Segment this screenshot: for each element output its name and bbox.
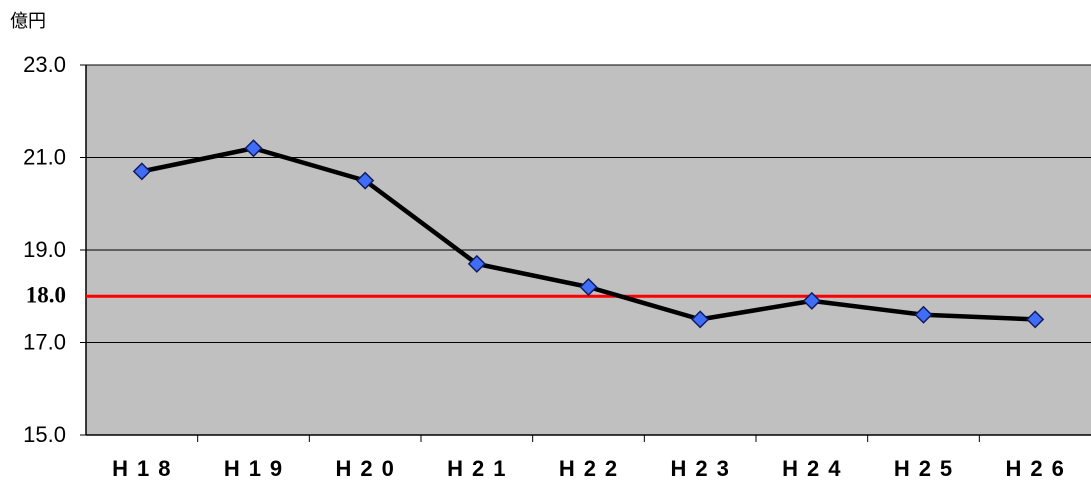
x-tick-label: H24 (782, 456, 849, 481)
reference-label: 18.0 (26, 283, 66, 308)
marker (691, 310, 710, 329)
x-tick-label: H19 (224, 456, 291, 481)
marker (802, 291, 821, 310)
y-tick-label: 17.0 (23, 329, 66, 354)
marker (914, 305, 933, 324)
x-tick-label: H18 (112, 456, 179, 481)
x-tick-label: H25 (894, 456, 961, 481)
marker (244, 139, 263, 158)
x-tick-label: H21 (447, 456, 514, 481)
x-tick-label: H23 (670, 456, 737, 481)
marker (467, 254, 486, 273)
y-tick-label: 23.0 (23, 52, 66, 77)
marker (356, 171, 375, 190)
marker (579, 277, 598, 297)
marker (1026, 310, 1045, 329)
y-tick-label: 21.0 (23, 144, 66, 169)
y-tick-label: 19.0 (23, 237, 66, 262)
x-tick-label: H26 (1005, 456, 1072, 481)
y-tick-label: 15.0 (23, 422, 66, 447)
marker (132, 162, 151, 181)
y-unit-label: 億円 (10, 11, 46, 31)
x-tick-label: H22 (559, 456, 626, 481)
x-tick-label: H20 (335, 456, 402, 481)
